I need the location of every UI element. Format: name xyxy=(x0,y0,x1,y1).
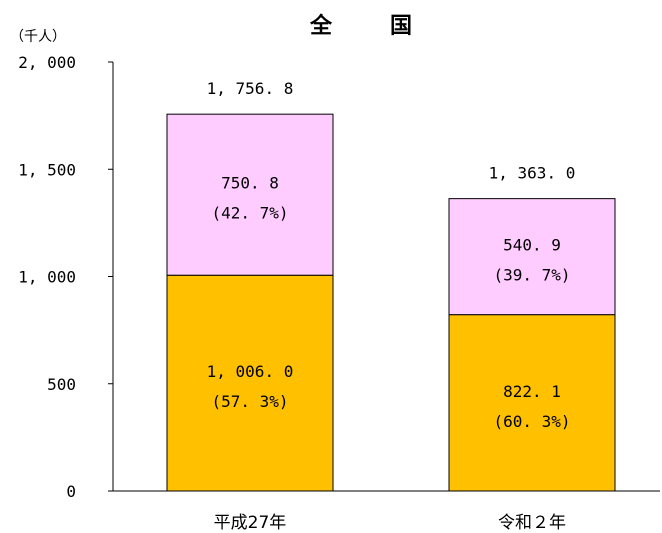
bar-percent-label: (39. 7%) xyxy=(493,266,570,285)
bar-percent-label: (42. 7%) xyxy=(211,204,288,223)
bar-segment xyxy=(448,314,616,492)
bar-percent-label: (57. 3%) xyxy=(211,392,288,411)
axes: 0 500 1, 000 1, 500 2, 000 平成27年 令和２年 xyxy=(18,53,660,533)
bar-value-label: 822. 1 xyxy=(503,382,561,401)
bars xyxy=(166,113,616,492)
y-axis-unit-label: （千人） xyxy=(10,29,66,45)
bar-value-label: 540. 9 xyxy=(503,236,561,255)
y-tick-label: 1, 500 xyxy=(18,160,76,179)
y-tick-label: 2, 000 xyxy=(18,53,76,72)
y-tick-label: 1, 000 xyxy=(18,268,76,287)
bar-total-label: 1, 756. 8 xyxy=(207,79,294,98)
y-tick-label: 0 xyxy=(66,482,76,501)
bar-percent-label: (60. 3%) xyxy=(493,412,570,431)
bar-segment xyxy=(448,198,616,316)
y-tick-label: 500 xyxy=(47,375,76,394)
bar-segment xyxy=(166,274,334,492)
bar-value-label: 750. 8 xyxy=(221,174,279,193)
data-labels: 1, 006. 0 (57. 3%) 750. 8 (42. 7%) 1, 756. 8… xyxy=(207,79,576,431)
bar-total-label: 1, 363. 0 xyxy=(489,164,576,183)
bar-value-label: 1, 006. 0 xyxy=(207,362,294,381)
x-category-label: 令和２年 xyxy=(498,513,566,533)
x-category-label: 平成27年 xyxy=(214,513,287,533)
bar-segment xyxy=(166,113,334,276)
chart-title: 全 国 xyxy=(309,13,430,39)
